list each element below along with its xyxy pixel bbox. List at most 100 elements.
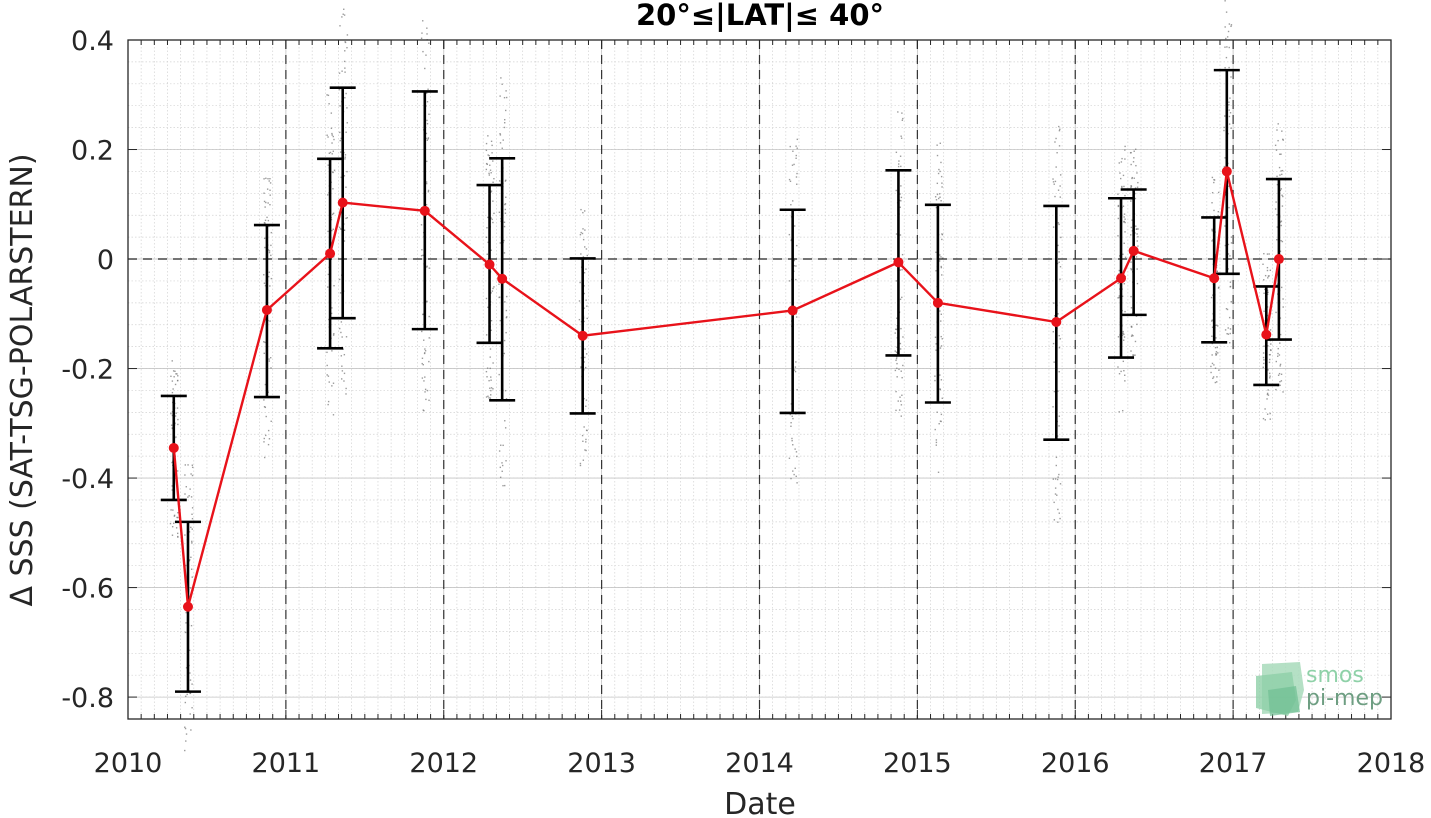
scatter-point (1276, 283, 1278, 285)
scatter-point (1124, 194, 1126, 197)
scatter-point (1118, 295, 1121, 297)
scatter-point (171, 427, 174, 429)
scatter-point (1215, 337, 1217, 339)
scatter-point (263, 341, 265, 343)
scatter-point (1264, 274, 1267, 277)
scatter-point (1119, 177, 1122, 180)
x-tick-labels: 2010 2011 2012 2013 2014 2015 2016 2017 2018 (94, 748, 1426, 779)
scatter-point (191, 542, 193, 544)
scatter-point (794, 366, 797, 368)
scatter-point (343, 380, 345, 382)
scatter-point (268, 180, 270, 182)
scatter-point (1210, 371, 1212, 374)
scatter-point (936, 154, 939, 157)
scatter-point (1134, 148, 1137, 150)
scatter-point (941, 257, 944, 259)
scatter-point (486, 376, 488, 378)
scatter-point (189, 679, 192, 681)
scatter-point (1124, 380, 1126, 382)
scatter-point (1118, 162, 1120, 164)
scatter-point (422, 313, 424, 316)
scatter-point (265, 177, 267, 179)
scatter-point (1266, 413, 1269, 415)
scatter-point (790, 425, 792, 427)
scatter-point (1274, 208, 1277, 210)
scatter-point (490, 394, 492, 396)
scatter-point (428, 399, 430, 402)
scatter-point (934, 428, 936, 431)
scatter-point (187, 496, 189, 498)
scatter-point (1123, 336, 1126, 338)
scatter-point (268, 358, 270, 360)
raw-data-scatter (169, 0, 1284, 752)
scatter-point (1282, 391, 1284, 393)
scatter-point (1130, 234, 1132, 236)
scatter-point (940, 345, 943, 347)
scatter-point (344, 41, 346, 43)
scatter-point (1266, 269, 1269, 272)
scatter-point (171, 360, 173, 362)
scatter-point (1130, 295, 1132, 298)
scatter-point (267, 443, 270, 446)
scatter-point (265, 434, 267, 437)
scatter-point (585, 399, 588, 401)
scatter-point (1280, 239, 1282, 242)
scatter-point (582, 440, 584, 443)
scatter-point (1117, 204, 1120, 207)
scatter-point (190, 526, 192, 529)
scatter-point (190, 556, 192, 559)
scatter-point (1131, 176, 1134, 179)
data-point (1273, 254, 1284, 265)
scatter-point (898, 409, 901, 411)
y-tick-label: -0.2 (61, 355, 114, 386)
scatter-point (339, 292, 342, 294)
scatter-point (191, 513, 193, 515)
scatter-point (1130, 307, 1133, 309)
scatter-point (1053, 183, 1055, 185)
scatter-point (501, 464, 504, 467)
scatter-point (1055, 166, 1057, 168)
scatter-point (498, 296, 501, 298)
scatter-point (1266, 293, 1269, 296)
scatter-point (795, 265, 797, 267)
scatter-point (1058, 261, 1060, 263)
scatter-point (264, 222, 266, 224)
scatter-point (492, 287, 494, 290)
data-point (893, 257, 904, 268)
scatter-point (504, 118, 506, 121)
scatter-point (901, 376, 903, 379)
scatter-point (1279, 153, 1281, 155)
data-point (168, 442, 179, 453)
scatter-point (1059, 517, 1061, 520)
scatter-point (1279, 365, 1281, 367)
scatter-point (331, 153, 333, 155)
scatter-point (934, 336, 937, 338)
scatter-point (421, 357, 424, 359)
scatter-point (901, 112, 903, 114)
scatter-point (1130, 261, 1132, 263)
scatter-point (344, 97, 346, 99)
scatter-point (503, 225, 506, 228)
scatter-point (584, 246, 586, 248)
scatter-point (502, 484, 504, 487)
scatter-point (941, 397, 943, 399)
scatter-point (586, 317, 588, 320)
scatter-point (1280, 380, 1283, 382)
scatter-point (1224, 214, 1226, 217)
scatter-point (936, 182, 939, 185)
scatter-point (426, 266, 428, 268)
scatter-point (269, 194, 271, 196)
scatter-point (934, 196, 937, 198)
scatter-point (796, 455, 798, 458)
scatter-point (1131, 258, 1134, 260)
scatter-point (796, 482, 798, 484)
scatter-point (504, 301, 506, 303)
scatter-point (1279, 250, 1282, 252)
scatter-point (788, 178, 791, 181)
scatter-point (346, 34, 349, 36)
scatter-point (1229, 97, 1231, 99)
scatter-point (422, 50, 424, 53)
scatter-point (1121, 334, 1124, 336)
scatter-point (1269, 329, 1272, 331)
scatter-point (263, 405, 266, 408)
